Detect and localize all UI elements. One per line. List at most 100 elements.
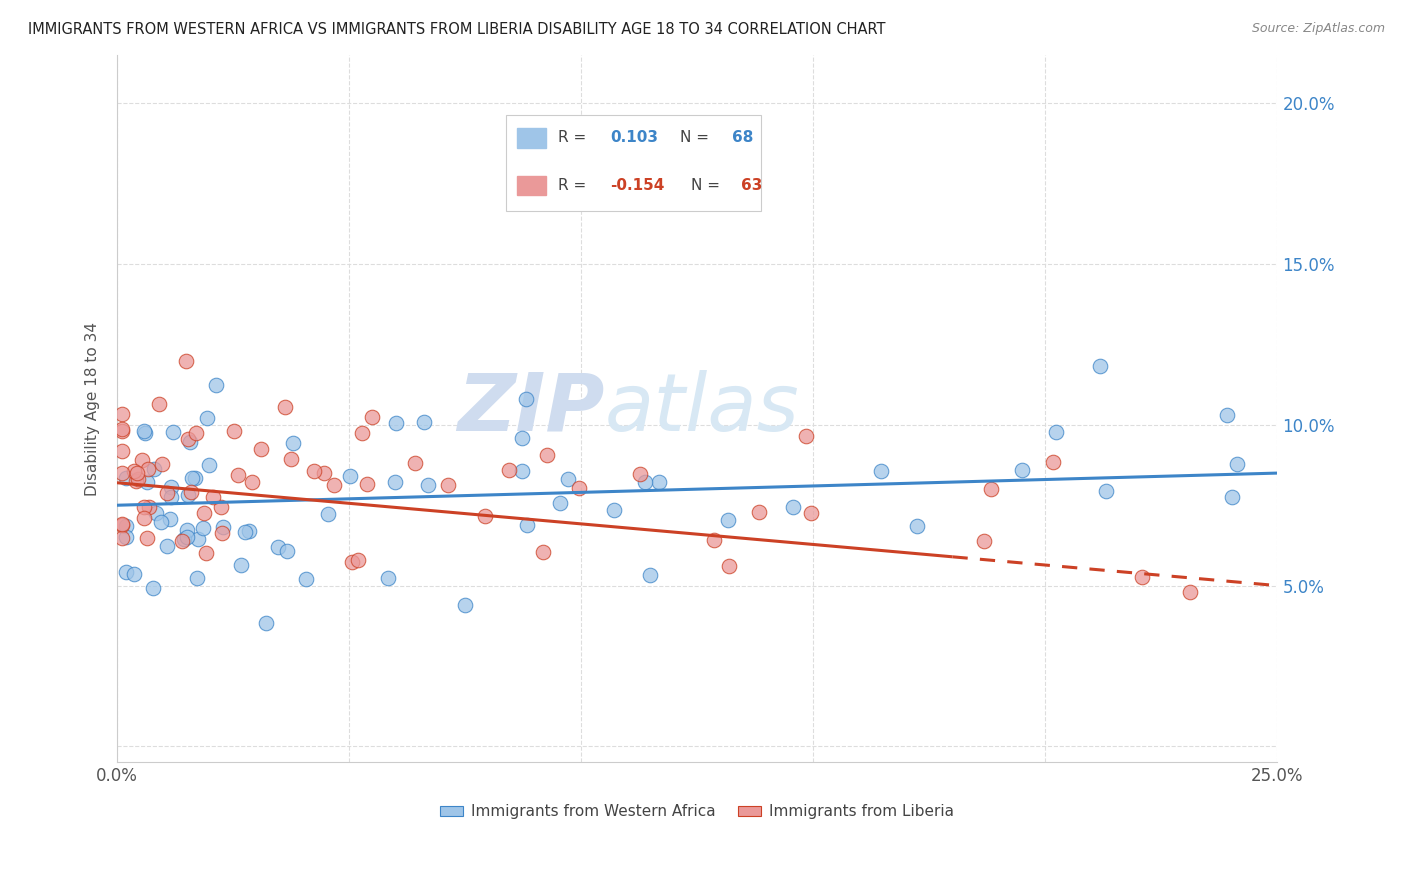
- Point: [254, 616, 277, 631]
- Legend: Immigrants from Western Africa, Immigrants from Liberia: Immigrants from Western Africa, Immigran…: [434, 798, 960, 825]
- Text: R =: R =: [558, 178, 591, 193]
- Point: [209, 500, 232, 515]
- Point: [132, 425, 155, 439]
- Point: [149, 515, 172, 529]
- Point: [347, 553, 370, 567]
- Text: R =: R =: [558, 130, 591, 145]
- Point: [110, 443, 132, 458]
- Point: [557, 472, 579, 486]
- Point: [145, 506, 167, 520]
- Point: [1216, 408, 1239, 422]
- Point: [973, 534, 995, 549]
- Point: [870, 465, 893, 479]
- Point: [159, 490, 181, 504]
- Point: [115, 530, 138, 544]
- Point: [1178, 585, 1201, 599]
- Point: [172, 534, 194, 549]
- Point: [132, 500, 155, 515]
- Point: [162, 425, 184, 439]
- Y-axis label: Disability Age 18 to 34: Disability Age 18 to 34: [86, 322, 100, 496]
- Point: [131, 453, 153, 467]
- Point: [980, 482, 1002, 496]
- Point: [155, 486, 177, 500]
- Point: [195, 411, 218, 425]
- Point: [385, 416, 408, 430]
- Point: [1011, 463, 1033, 477]
- Bar: [517, 176, 547, 195]
- Point: [516, 518, 538, 533]
- Point: [174, 354, 197, 368]
- Text: N =: N =: [692, 178, 725, 193]
- Point: [273, 400, 295, 414]
- FancyBboxPatch shape: [506, 115, 761, 211]
- Point: [195, 546, 218, 560]
- Text: 0.103: 0.103: [610, 130, 658, 145]
- Text: N =: N =: [679, 130, 714, 145]
- Point: [404, 456, 426, 470]
- Point: [638, 568, 661, 582]
- Point: [322, 477, 344, 491]
- Point: [1095, 484, 1118, 499]
- Point: [222, 424, 245, 438]
- Text: Source: ZipAtlas.com: Source: ZipAtlas.com: [1251, 22, 1385, 36]
- Point: [110, 517, 132, 532]
- Point: [512, 431, 534, 445]
- Point: [173, 532, 195, 546]
- Point: [142, 582, 165, 596]
- Point: [138, 500, 160, 515]
- Point: [628, 467, 651, 482]
- Point: [316, 507, 339, 521]
- Point: [136, 462, 159, 476]
- Bar: [517, 128, 547, 148]
- Point: [115, 471, 138, 485]
- Point: [800, 506, 823, 520]
- Point: [314, 466, 336, 480]
- Point: [295, 572, 318, 586]
- Point: [350, 426, 373, 441]
- Point: [647, 475, 669, 490]
- Point: [280, 451, 302, 466]
- Point: [212, 519, 235, 533]
- Point: [125, 466, 148, 480]
- Point: [159, 512, 181, 526]
- Point: [498, 463, 520, 477]
- Point: [302, 464, 325, 478]
- Point: [568, 481, 591, 495]
- Point: [231, 558, 253, 572]
- Point: [181, 471, 204, 485]
- Point: [242, 475, 264, 489]
- Point: [125, 474, 148, 488]
- Point: [143, 462, 166, 476]
- Point: [177, 488, 200, 502]
- Point: [782, 500, 804, 514]
- Point: [515, 392, 537, 407]
- Point: [127, 472, 149, 486]
- Point: [267, 540, 290, 554]
- Point: [1130, 570, 1153, 584]
- Point: [377, 571, 399, 585]
- Point: [276, 544, 298, 558]
- Point: [1222, 490, 1244, 504]
- Point: [179, 435, 201, 450]
- Point: [531, 545, 554, 559]
- Text: atlas: atlas: [605, 370, 799, 448]
- Point: [204, 378, 226, 392]
- Point: [184, 471, 207, 485]
- Point: [238, 524, 260, 539]
- Point: [281, 435, 304, 450]
- Text: -0.154: -0.154: [610, 178, 665, 193]
- Point: [634, 475, 657, 489]
- Text: 68: 68: [733, 130, 754, 145]
- Point: [186, 425, 208, 440]
- Point: [135, 531, 157, 545]
- Point: [191, 521, 214, 535]
- Point: [193, 506, 215, 520]
- Point: [703, 533, 725, 548]
- Point: [201, 490, 224, 504]
- Point: [747, 506, 769, 520]
- Point: [148, 397, 170, 411]
- Point: [717, 558, 740, 573]
- Point: [176, 523, 198, 537]
- Point: [211, 526, 233, 541]
- Point: [160, 480, 183, 494]
